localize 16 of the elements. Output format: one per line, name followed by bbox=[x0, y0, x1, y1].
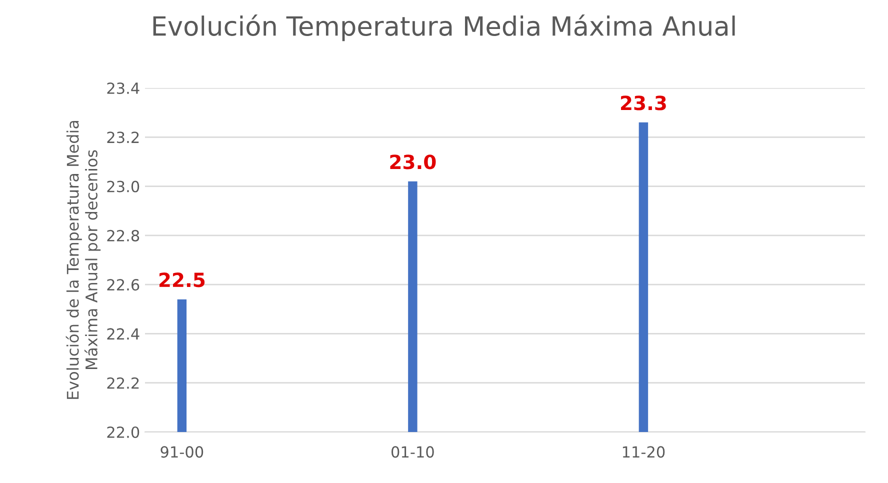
text: 22.6 bbox=[107, 279, 140, 291]
chart-title: Evolución Temperatura Media Máxima Anual bbox=[153, 14, 735, 42]
data-label: 23.3 bbox=[621, 96, 666, 110]
text: 23.4 bbox=[107, 82, 140, 94]
text: 22.0 bbox=[107, 426, 140, 438]
x-tick-label: 91-00 bbox=[160, 446, 204, 458]
text: 22.2 bbox=[107, 377, 139, 389]
text: 22.8 bbox=[107, 230, 140, 242]
text: 22.4 bbox=[107, 328, 140, 340]
x-tick-label: 11-20 bbox=[622, 446, 665, 458]
text: 23.0 bbox=[107, 180, 140, 192]
text: 23.2 bbox=[107, 132, 139, 144]
data-label: 22.5 bbox=[159, 272, 205, 288]
x-tick-label: 01-10 bbox=[392, 446, 434, 458]
y-axis-title: Evolución de la Temperatura Media Máxima Anual por decenios bbox=[66, 120, 101, 399]
data-label: 23.0 bbox=[390, 154, 436, 170]
